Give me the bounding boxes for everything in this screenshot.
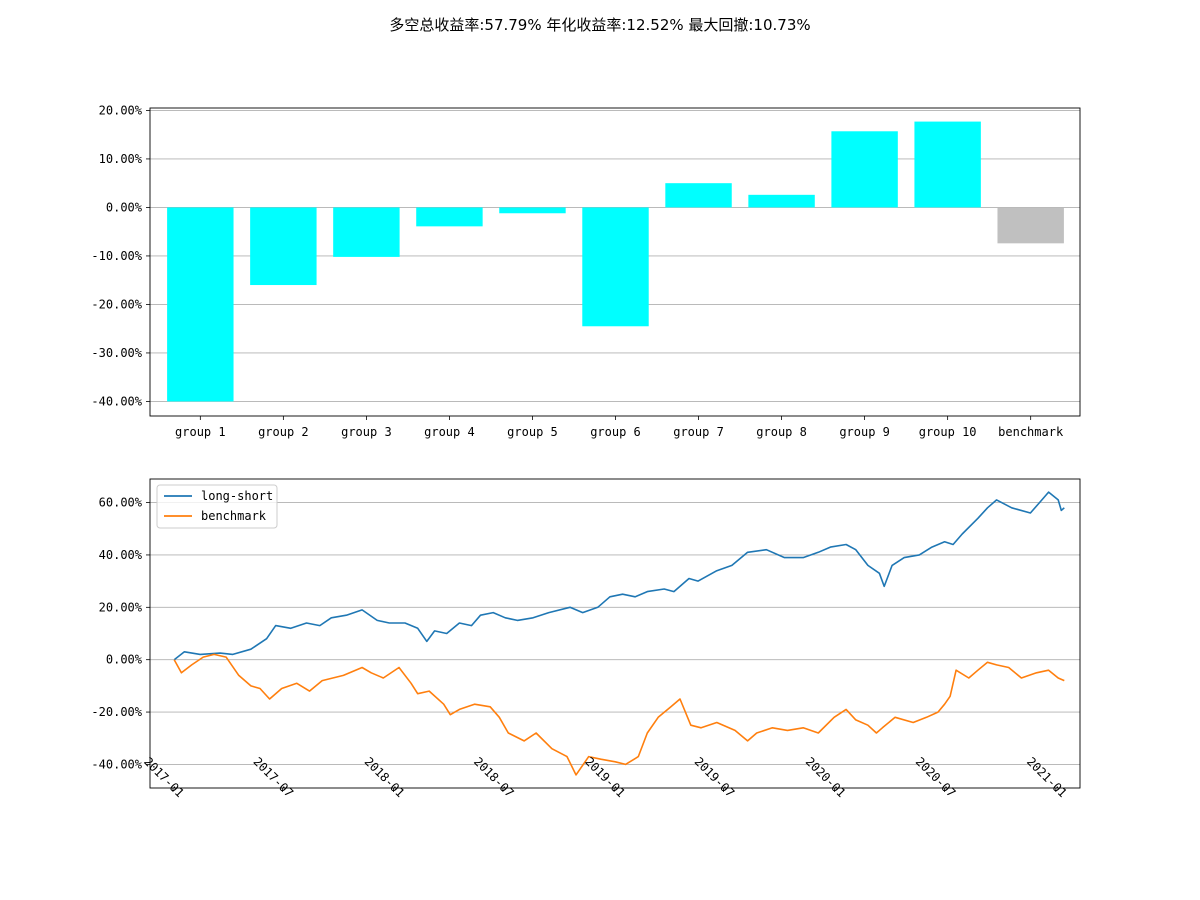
- bar-y-tick-label: -20.00%: [91, 297, 142, 311]
- line-x-tick-label: 2021-01: [1024, 754, 1070, 800]
- legend-label-long-short: long-short: [201, 489, 273, 503]
- bar-x-tick-label: group 3: [341, 425, 392, 439]
- bar-x-tick-label: benchmark: [998, 425, 1064, 439]
- bar-group-10: [914, 121, 981, 208]
- bar-x-tick-label: group 5: [507, 425, 558, 439]
- line-x-tick-label: 2018-01: [362, 754, 408, 800]
- bar-x-tick-label: group 7: [673, 425, 724, 439]
- bar-x-tick-label: group 9: [839, 425, 890, 439]
- line-chart-axes: 60.00%40.00%20.00%0.00%-20.00%-40.00% 201…: [91, 478, 1081, 800]
- series-line-benchmark: [173, 653, 1065, 776]
- bar-group-3: [333, 207, 400, 257]
- line-y-tick-label: 40.00%: [99, 548, 143, 562]
- bar-group-8: [748, 194, 815, 208]
- bar-y-tick-label: 10.00%: [99, 152, 143, 166]
- bar-x-tick-label: group 4: [424, 425, 475, 439]
- bar-x-tick-label: group 2: [258, 425, 309, 439]
- line-x-tick-label: 2018-07: [471, 754, 517, 800]
- bar-y-tick-label: -40.00%: [91, 394, 142, 408]
- bar-x-tick-label: group 1: [175, 425, 226, 439]
- line-y-tick-label: -40.00%: [91, 757, 142, 771]
- line-y-tick-label: -20.00%: [91, 705, 142, 719]
- bar-group-2: [250, 207, 317, 286]
- line-x-tick-label: 2020-07: [913, 754, 959, 800]
- line-y-tick-label: 60.00%: [99, 496, 143, 510]
- bar-chart-axes: group 1 group 2 group 3 group 4 group 5 group…: [91, 103, 1081, 439]
- bar-group-1: [167, 207, 234, 402]
- bar-x-tick-label: group 6: [590, 425, 641, 439]
- legend-label-benchmark: benchmark: [201, 509, 267, 523]
- series-line-long-short: [173, 491, 1065, 661]
- bar-group-6: [582, 207, 649, 327]
- line-axes-frame: [149, 478, 1081, 789]
- bar-x-tick-label: group 8: [756, 425, 807, 439]
- bar-group-4: [416, 207, 483, 227]
- bar-y-tick-label: -30.00%: [91, 346, 142, 360]
- figure-title: 多空总收益率:57.79% 年化收益率:12.52% 最大回撤:10.73%: [389, 16, 811, 34]
- bar-y-tick-label: -10.00%: [91, 249, 142, 263]
- bar-y-tick-label: 20.00%: [99, 103, 143, 117]
- line-x-tick-label: 2020-01: [803, 754, 849, 800]
- line-x-tick-label: 2019-01: [582, 754, 628, 800]
- line-y-tick-label: 0.00%: [106, 653, 143, 667]
- line-x-tick-label: 2019-07: [692, 754, 738, 800]
- line-x-tick-label: 2017-07: [250, 754, 296, 800]
- bar-benchmark: [997, 207, 1064, 244]
- bar-group-7: [665, 183, 732, 208]
- legend: long-short benchmark: [156, 484, 278, 529]
- bar-group-9: [831, 131, 898, 208]
- line-x-tick-label: 2017-01: [141, 754, 187, 800]
- bar-x-tick-label: group 10: [919, 425, 977, 439]
- bar-y-tick-label: 0.00%: [106, 200, 143, 214]
- bar-group-5: [499, 207, 566, 214]
- line-y-tick-label: 20.00%: [99, 600, 143, 614]
- bar-axes-frame: [149, 107, 1081, 417]
